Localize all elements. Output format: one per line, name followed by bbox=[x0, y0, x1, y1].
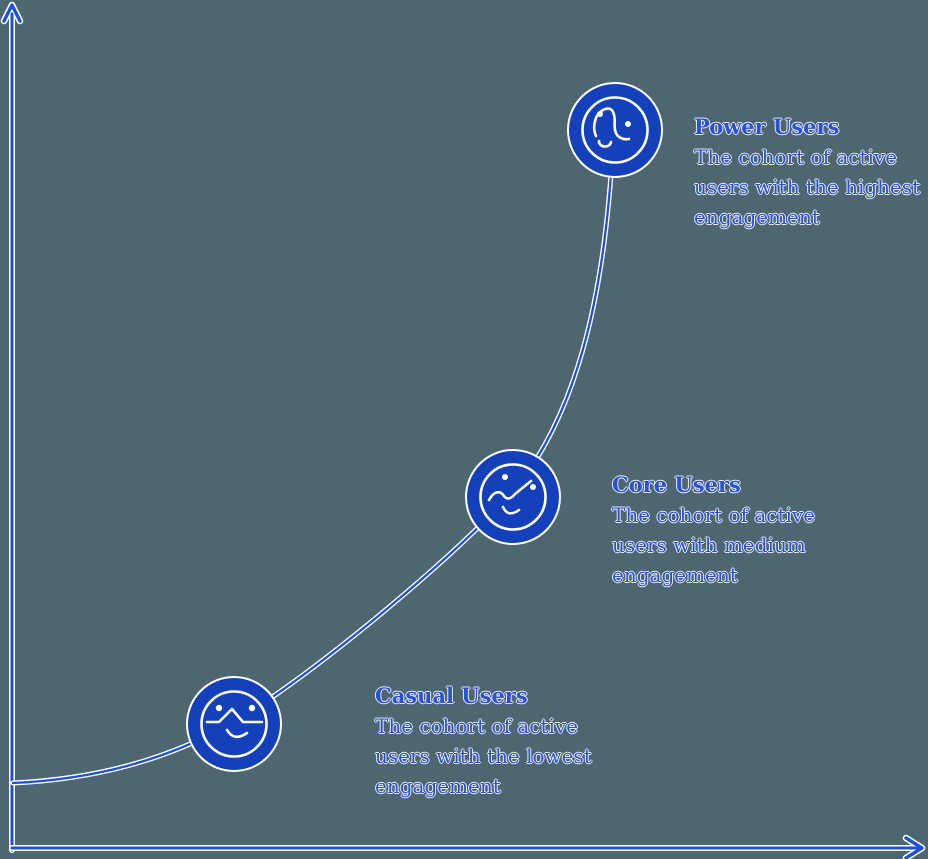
cohort-title: Core Users bbox=[612, 472, 741, 497]
y-axis bbox=[0, 1, 24, 853]
mouth-line bbox=[597, 139, 613, 148]
smile-line bbox=[501, 505, 521, 515]
casual-face-icon bbox=[205, 704, 264, 739]
power-users-node bbox=[567, 82, 663, 178]
nose-line bbox=[205, 707, 264, 724]
growth-curve-line bbox=[11, 140, 615, 785]
smile-line bbox=[225, 728, 249, 739]
cohort-title: Casual Users bbox=[375, 683, 528, 708]
core-face-icon bbox=[487, 474, 536, 515]
casual-users-node bbox=[186, 676, 282, 772]
nose-line bbox=[487, 479, 533, 502]
cohort-title: Power Users bbox=[694, 114, 840, 139]
left-eye-dot bbox=[215, 704, 223, 712]
cohort-label-casual: Casual Users The cohort of active users … bbox=[375, 681, 610, 801]
cohort-description: The cohort of active users with medium e… bbox=[612, 503, 816, 587]
power-face-icon bbox=[592, 107, 631, 148]
cohort-label-power: Power Users The cohort of active users w… bbox=[694, 112, 928, 232]
left-eye-dot bbox=[502, 474, 508, 480]
x-axis bbox=[9, 834, 926, 859]
right-eye-dot bbox=[625, 121, 631, 127]
right-eye-dot bbox=[530, 484, 536, 490]
right-eye-dot bbox=[248, 704, 256, 712]
cohort-description: The cohort of active users with the lowe… bbox=[375, 714, 592, 798]
growth-curve bbox=[10, 139, 616, 786]
cohort-label-core: Core Users The cohort of active users wi… bbox=[612, 470, 847, 590]
cohort-description: The cohort of active users with the high… bbox=[694, 145, 921, 229]
nose-line bbox=[592, 107, 631, 141]
core-users-node bbox=[465, 449, 561, 545]
